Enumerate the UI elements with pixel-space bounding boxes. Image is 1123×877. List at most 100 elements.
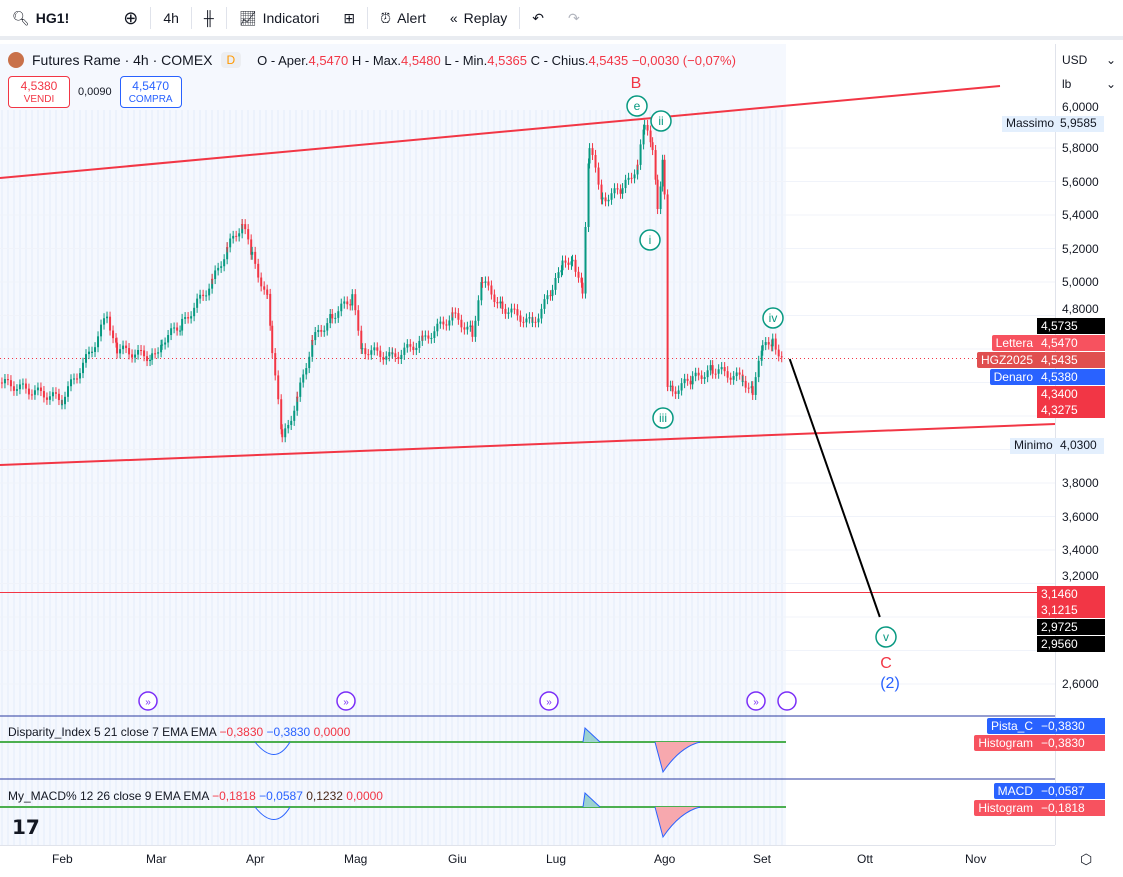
sell-button[interactable]: 4,5380 VENDI [8,76,70,108]
candle [170,328,173,336]
candle [747,387,750,389]
unit-select[interactable]: lb ⌄ [1062,77,1116,91]
candle [257,263,260,278]
event-icon [138,691,158,711]
candle [554,278,557,290]
price-label: 4,3400 [1037,386,1105,402]
candle [424,335,427,337]
candle [480,282,483,301]
candle [208,288,211,296]
candle [187,317,190,319]
candle [442,321,445,325]
event-icon [539,691,559,711]
candle [190,316,193,319]
time-axis[interactable]: Feb Mar Apr Mag Giu Lug Ago Set Ott Nov [0,845,1055,877]
ind2-hist-tag: Histogram [974,800,1037,816]
candle [600,184,603,200]
plus-circle-icon: ⊕ [123,7,139,28]
ind2-legend[interactable]: My_MACD% 12 26 close 9 EMA EMA −0,1818 −… [8,789,383,803]
candle [594,154,597,168]
ohlc: O - Aper.4,5470 H - Max.4,5480 L - Min.4… [257,52,736,68]
currency-select[interactable]: USD ⌄ [1062,53,1116,67]
candle [36,387,39,391]
candle [85,354,87,363]
price-label: 4,5735 [1037,318,1105,334]
candle [305,368,308,375]
trade-buttons: 4,5380 VENDI 0,0090 4,5470 COMPRA [8,76,182,108]
event-icon: » [145,697,151,708]
wave-label: i [649,233,652,247]
candle [633,174,636,179]
candle [528,317,531,319]
candle [337,311,340,318]
candle [448,320,451,326]
candle [433,331,436,338]
divider [190,7,192,29]
ind1-legend[interactable]: Disparity_Index 5 21 close 7 EMA EMA −0,… [8,725,351,739]
interval-button[interactable]: 4h [163,10,179,26]
candle [125,345,128,349]
candle [367,354,370,356]
wave-circle [762,307,784,329]
candle [199,294,202,299]
candle [223,259,226,267]
candle [445,324,448,326]
candle [601,197,604,200]
chart-type-button[interactable]: ╫ [192,0,226,36]
price-label: 3,1215 [1037,602,1105,618]
candle [179,330,182,332]
candle [137,350,140,355]
candle [329,314,332,324]
time-tick: Mag [344,852,368,866]
candle [570,261,573,265]
settings-icon[interactable]: ⬡ [1080,851,1093,867]
candle [214,270,217,280]
candle [314,332,317,341]
indicators-button[interactable]: 📈︎ Indicatori [238,9,320,27]
symbol-title: Futures Rame · 4h · COMEX [32,52,213,68]
replay-button[interactable]: «Replay [449,10,508,26]
symbol-logo [8,52,24,68]
redo-button[interactable]: ↷ [556,0,592,36]
upper-trend-line [0,85,1001,179]
candle [774,338,777,350]
candle [597,167,600,185]
candle [229,238,232,248]
delay-badge[interactable]: D [220,52,242,68]
buy-button[interactable]: 4,5470 COMPRA [119,76,182,108]
candle [317,329,320,333]
candle [659,186,662,210]
event-icon: » [753,697,759,708]
alert-button[interactable]: ⏰︎ Alert [380,9,426,27]
ind1-hist-tag: Histogram [974,735,1037,751]
max-label: Massimo [1002,116,1059,132]
candle [280,399,283,430]
candle [226,247,229,260]
candle [54,392,57,394]
price-label: 2,9560 [1037,636,1105,652]
candle [560,270,563,273]
tradingview-logo[interactable]: 𝟭𝟳 [12,817,40,839]
candle [474,320,477,337]
compare-button[interactable]: ⊕ [111,0,150,36]
candle [619,189,622,194]
candle [193,307,196,317]
wave-label: B [631,75,642,92]
projection-line [788,358,881,618]
candle [24,383,27,389]
undo-button[interactable]: ↶ [520,0,556,36]
lightning-icon [777,691,797,711]
candle [574,259,577,272]
candle [184,317,187,319]
candle [15,389,18,391]
layouts-button[interactable]: ⊞ [331,0,367,36]
candle [430,337,433,339]
alarm-icon: ⏰︎ [380,9,392,26]
candle [293,410,296,421]
spread: 0,0090 [78,86,112,98]
candle [235,235,238,237]
candle [109,316,112,331]
candle [88,351,90,355]
symbol-search[interactable]: 🔍︎ HG1! [12,9,70,27]
